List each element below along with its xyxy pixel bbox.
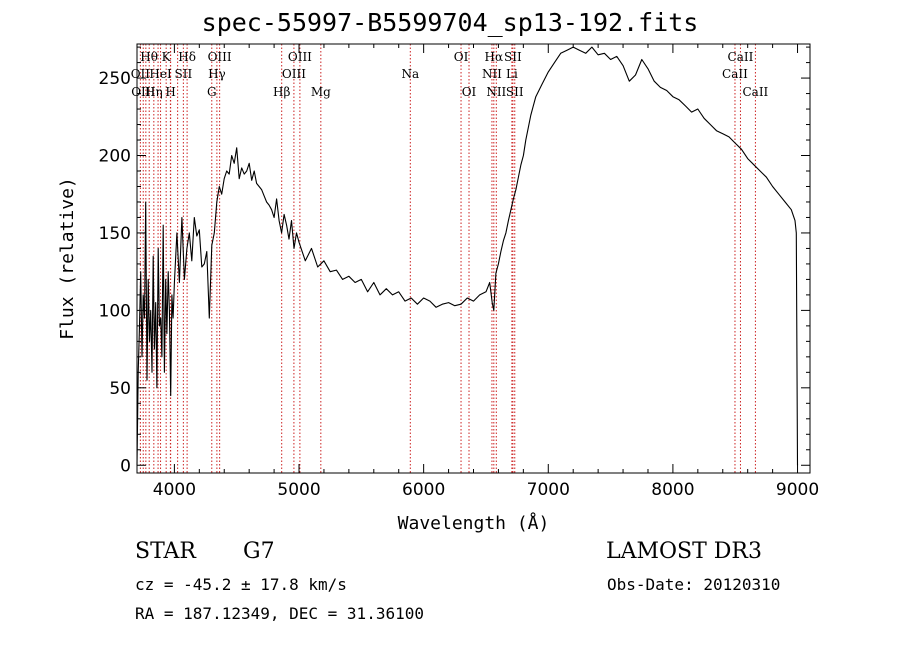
line-annotation-label: Hγ bbox=[208, 67, 226, 81]
y-tick-label: 250 bbox=[99, 69, 131, 89]
line-annotation-label: Hθ bbox=[140, 50, 158, 64]
line-annotation-label: Hδ bbox=[178, 50, 196, 64]
y-tick-label: 150 bbox=[99, 224, 131, 244]
flux-series-line bbox=[136, 46, 799, 466]
x-tick-label: 5000 bbox=[277, 480, 320, 500]
line-annotation-label: OII bbox=[131, 67, 151, 81]
line-annotation-label: Hη bbox=[145, 85, 163, 99]
line-annotation-label: OIII bbox=[282, 67, 306, 81]
line-annotation-label: G bbox=[207, 85, 217, 99]
line-annotation-label: SII bbox=[506, 85, 524, 99]
y-tick-label: 0 bbox=[120, 456, 131, 476]
line-annotation-label: OI bbox=[462, 85, 477, 99]
line-annotation-label: CaII bbox=[728, 50, 754, 64]
line-annotation-label: NII bbox=[482, 67, 502, 81]
line-annotation-label: SII bbox=[175, 67, 193, 81]
line-annotation-label: Li bbox=[506, 67, 518, 81]
redshift-readout: cz = -45.2 ± 17.8 km/s bbox=[135, 575, 347, 594]
line-annotation-label: SII bbox=[504, 50, 522, 64]
line-annotation-label: K bbox=[162, 50, 172, 64]
line-annotation-label: OI bbox=[454, 50, 469, 64]
line-annotation-label: NII bbox=[486, 85, 506, 99]
obs-date: Obs-Date: 20120310 bbox=[607, 575, 781, 594]
line-annotation-label: OIII bbox=[288, 50, 312, 64]
coordinates-readout: RA = 187.12349, DEC = 31.36100 bbox=[135, 604, 424, 623]
x-tick-label: 4000 bbox=[153, 480, 196, 500]
line-annotation-label: Hα bbox=[485, 50, 504, 64]
line-annotation-label: OIII bbox=[131, 85, 155, 99]
x-axis-label: Wavelength (Å) bbox=[398, 512, 550, 534]
survey-label: LAMOST DR3 bbox=[606, 539, 762, 564]
line-annotation-label: HeI bbox=[149, 67, 172, 81]
chart-title: spec-55997-B5599704_sp13-192.fits bbox=[201, 8, 699, 37]
x-tick-label: 6000 bbox=[402, 480, 445, 500]
line-annotation-label: Na bbox=[401, 67, 419, 81]
line-annotation-label: Mg bbox=[311, 85, 331, 99]
plot-frame bbox=[136, 43, 811, 474]
x-tick-label: 7000 bbox=[527, 480, 570, 500]
line-annotation-label: Hβ bbox=[273, 85, 290, 99]
y-axis-label: Flux (relative) bbox=[57, 177, 78, 340]
y-tick-label: 50 bbox=[109, 379, 131, 399]
line-annotation-label: CaII bbox=[742, 85, 768, 99]
line-annotation-label: CaII bbox=[722, 67, 748, 81]
object-class: STAR bbox=[135, 539, 196, 564]
x-tick-label: 8000 bbox=[651, 480, 694, 500]
line-annotation-label: H bbox=[165, 85, 175, 99]
line-annotation-label: OIII bbox=[208, 50, 232, 64]
y-tick-label: 200 bbox=[99, 147, 131, 167]
y-tick-label: 100 bbox=[99, 301, 131, 321]
object-subclass: G7 bbox=[243, 539, 275, 564]
x-tick-label: 9000 bbox=[776, 480, 819, 500]
